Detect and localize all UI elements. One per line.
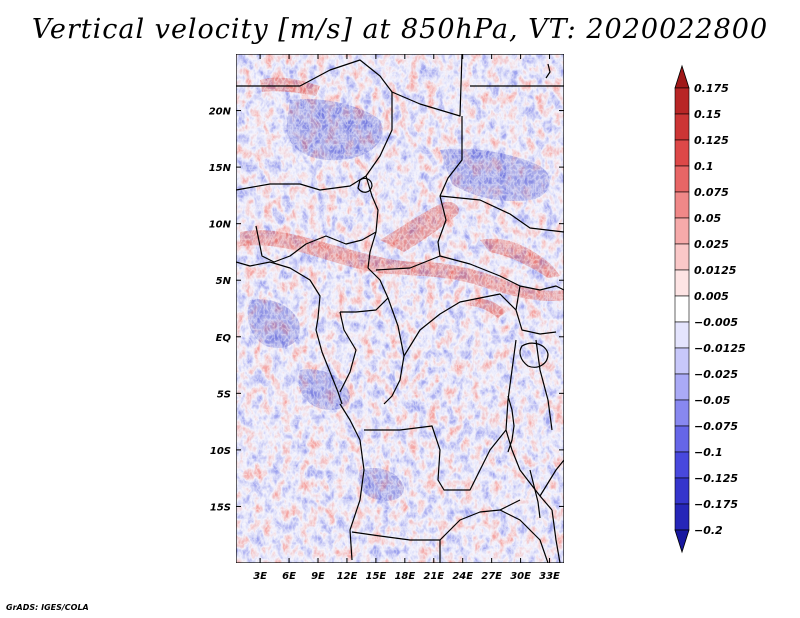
lat-label: 5N (216, 276, 232, 287)
colorbar-label: −0.1 (694, 446, 723, 459)
colorbar-label: 0.005 (694, 290, 729, 303)
lon-label: 15E (366, 571, 387, 582)
colorbar-label: −0.125 (694, 472, 738, 485)
lon-label: 33E (539, 571, 560, 582)
colorbar-swatch (674, 347, 690, 375)
lon-label: 24E (452, 571, 473, 582)
colorbar-swatch (674, 425, 690, 453)
colorbar-swatch (674, 243, 690, 271)
map-panel (236, 54, 564, 563)
colorbar-swatch (674, 113, 690, 141)
colorbar-swatch (674, 191, 690, 219)
colorbar-swatch (674, 139, 690, 167)
grads-credit: GrADS: IGES/COLA (6, 603, 89, 612)
colorbar-swatch (674, 217, 690, 245)
colorbar-label: 0.15 (694, 108, 721, 121)
colorbar-label: −0.005 (694, 316, 738, 329)
colorbar-swatch (674, 321, 690, 349)
colorbar-label: −0.175 (694, 498, 738, 511)
colorbar-swatch (674, 399, 690, 427)
lat-label: 15N (209, 163, 232, 174)
country-borders (236, 54, 564, 563)
colorbar-arrow-bottom (674, 529, 690, 554)
colorbar-swatch (674, 87, 690, 115)
colorbar-label: 0.075 (694, 186, 729, 199)
fine-streaks (236, 54, 564, 563)
lon-label: 9E (311, 571, 325, 582)
lon-label: 18E (394, 571, 415, 582)
colorbar-label: −0.05 (694, 394, 731, 407)
colorbar-swatch (674, 295, 690, 323)
colorbar: 0.175 0.15 0.125 0.1 0.075 0.05 0.025 0.0125 0.0… (674, 64, 746, 554)
colorbar-label: −0.0125 (694, 342, 746, 355)
lat-label: 20N (209, 107, 232, 118)
colorbar-arrow-top (674, 64, 690, 89)
colorbar-swatch (674, 165, 690, 193)
colorbar-swatch (674, 373, 690, 401)
lon-label: 12E (337, 571, 358, 582)
colorbar-label: −0.2 (694, 524, 723, 537)
longitude-ticks: 3E 6E 9E 12E 15E 18E 21E 24E 27E 30E 33E (253, 54, 560, 582)
lon-label: 6E (282, 571, 296, 582)
colorbar-swatch (674, 477, 690, 505)
lat-label: 15S (210, 502, 231, 513)
lat-label: 10S (210, 446, 231, 457)
colorbar-label: 0.05 (694, 212, 721, 225)
lon-label: 30E (510, 571, 531, 582)
lon-label: 3E (253, 571, 267, 582)
colorbar-label: 0.025 (694, 238, 729, 251)
lat-label: EQ (216, 333, 232, 344)
colorbar-label: −0.075 (694, 420, 738, 433)
colorbar-swatch (674, 451, 690, 479)
colorbar-label: 0.0125 (694, 264, 737, 277)
lon-label: 21E (423, 571, 444, 582)
colorbar-label: 0.1 (694, 160, 714, 173)
colorbar-swatch (674, 269, 690, 297)
lat-label: 5S (217, 389, 231, 400)
colorbar-label: 0.125 (694, 134, 729, 147)
colorbar-label: −0.025 (694, 368, 738, 381)
latitude-ticks: 20N 15N 10N 5N EQ 5S 10S 15S (209, 107, 564, 513)
page-title: Vertical velocity [m/s] at 850hPa, VT: 2… (31, 14, 769, 45)
colorbar-label: 0.175 (694, 82, 729, 95)
colorbar-swatch (674, 503, 690, 531)
lon-label: 27E (481, 571, 502, 582)
lat-label: 10N (209, 220, 232, 231)
